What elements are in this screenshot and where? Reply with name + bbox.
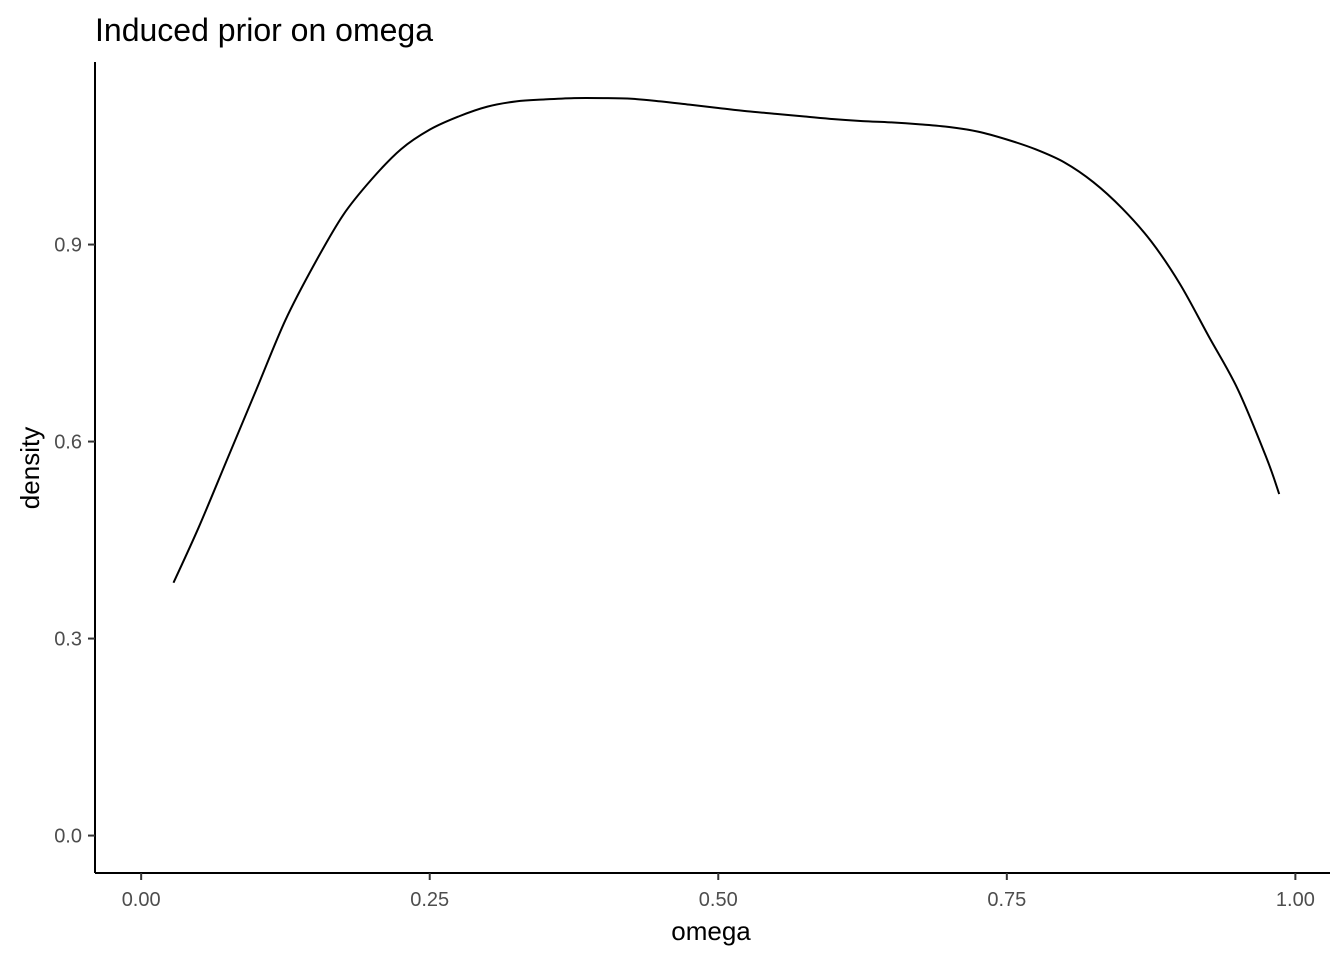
y-tick-label: 0.0 [54, 826, 82, 848]
y-axis-title: density [15, 427, 45, 509]
x-tick-label: 0.75 [987, 889, 1026, 911]
chart-title: Induced prior on omega [95, 12, 433, 48]
y-tick-label: 0.9 [54, 235, 82, 257]
x-tick-label: 0.25 [410, 889, 449, 911]
y-tick-label: 0.6 [54, 432, 82, 454]
x-tick-label: 1.00 [1276, 889, 1315, 911]
y-tick-label: 0.3 [54, 629, 82, 651]
density-line [172, 96, 1281, 584]
x-tick-label: 0.50 [699, 889, 738, 911]
x-axis-title: omega [671, 916, 751, 946]
x-tick-label: 0.00 [122, 889, 161, 911]
